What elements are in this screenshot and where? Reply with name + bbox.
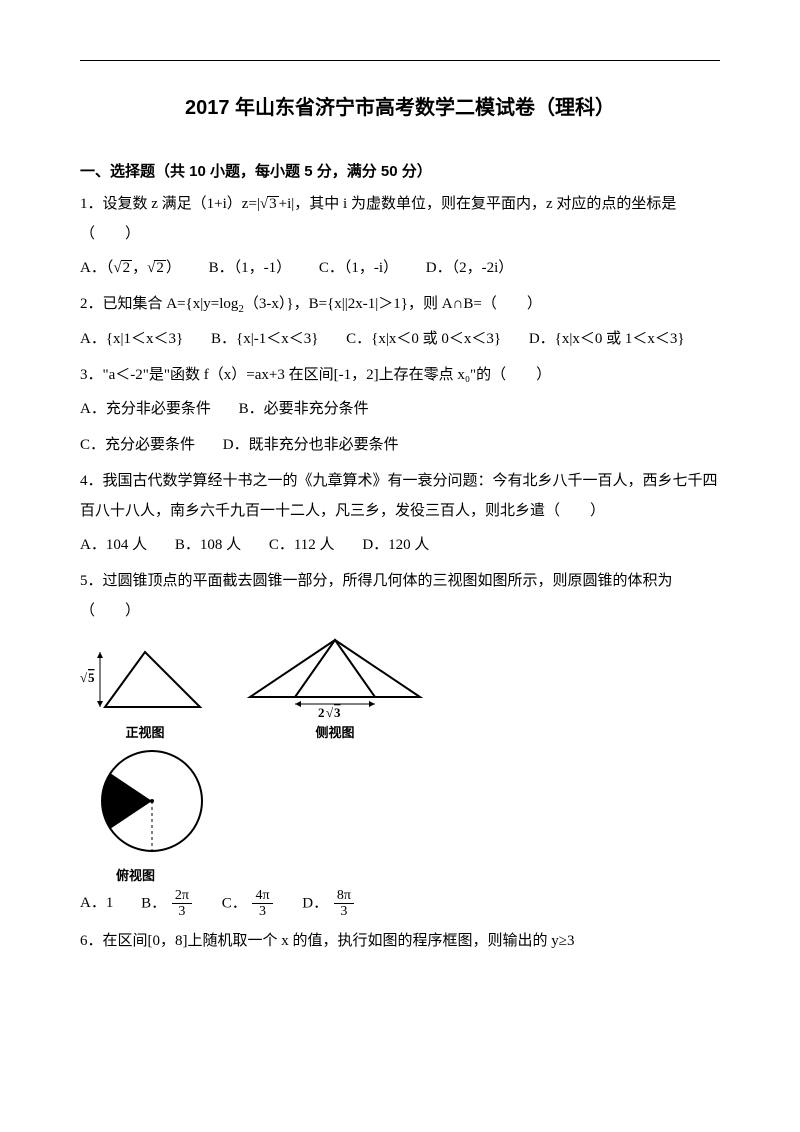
question-1: 1．设复数 z 满足（1+i）z=|3+i|，其中 i 为虚数单位，则在复平面内…	[80, 189, 720, 249]
svg-text:√: √	[80, 670, 88, 685]
q3-opt-a: A．充分非必要条件	[80, 394, 211, 424]
top-view-caption: 俯视图	[80, 865, 720, 884]
q2-stem-b: （3-x）}，B={x||2x-1|＞1}，则 A∩B=（ ）	[244, 296, 542, 312]
q3-opt-d: D．既非充分也非必要条件	[223, 430, 399, 460]
top-view: 俯视图	[80, 743, 720, 884]
fraction-icon: 2π3	[172, 888, 192, 920]
q5-opt-a: A．1	[80, 888, 113, 918]
q3-options-row1: A．充分非必要条件 B．必要非充分条件	[80, 394, 720, 424]
sqrt2-icon: 2	[147, 260, 166, 276]
q5-opt-c: C． 4π3	[222, 888, 275, 920]
side-view-caption: 侧视图	[240, 722, 430, 741]
front-view-caption: 正视图	[80, 722, 210, 741]
top-view-icon	[80, 743, 220, 863]
q1-opt-c: C．（1，-i）	[319, 253, 398, 283]
sqrt3-icon: 3	[260, 196, 279, 212]
q2-opt-d: D．{x|x＜0 或 1＜x＜3}	[529, 324, 685, 354]
section-1-header: 一、选择题（共 10 小题，每小题 5 分，满分 50 分）	[80, 160, 720, 181]
q3-opt-c: C．充分必要条件	[80, 430, 195, 460]
q2-opt-c: C．{x|x＜0 或 0＜x＜3}	[346, 324, 501, 354]
side-view: 2 √3 侧视图	[240, 632, 430, 741]
q2-options: A．{x|1＜x＜3} B．{x|-1＜x＜3} C．{x|x＜0 或 0＜x＜…	[80, 324, 720, 354]
question-6: 6．在区间[0，8]上随机取一个 x 的值，执行如图的程序框图，则输出的 y≥3	[80, 926, 720, 956]
svg-text:3: 3	[334, 705, 341, 720]
q5-opt-b: B． 2π3	[141, 888, 194, 920]
exam-title: 2017 年山东省济宁市高考数学二模试卷（理科）	[80, 91, 720, 120]
side-view-icon: 2 √3	[240, 632, 430, 720]
q4-opt-b: B．108 人	[175, 530, 241, 560]
q2-opt-a: A．{x|1＜x＜3}	[80, 324, 183, 354]
q1-opt-d: D．（2，-2i）	[426, 253, 514, 283]
question-2: 2．已知集合 A={x|y=log2（3-x）}，B={x||2x-1|＞1}，…	[80, 289, 720, 320]
q3-opt-b: B．必要非充分条件	[239, 394, 369, 424]
q2-stem-a: 2．已知集合 A={x|y=log	[80, 296, 238, 312]
q4-opt-d: D．120 人	[362, 530, 429, 560]
fraction-icon: 4π3	[252, 888, 272, 920]
question-5: 5．过圆锥顶点的平面截去圆锥一部分，所得几何体的三视图如图所示，则原圆锥的体积为…	[80, 566, 720, 626]
top-rule	[80, 60, 720, 61]
question-3: 3．"a＜-2"是"函数 f（x）=ax+3 在区间[-1，2]上存在零点 x₀…	[80, 360, 720, 390]
q2-opt-b: B．{x|-1＜x＜3}	[211, 324, 318, 354]
q1-stem-a: 1．设复数 z 满足（1+i）z=|	[80, 196, 260, 212]
q1-opt-a: A．（2，2）	[80, 253, 181, 283]
svg-text:√: √	[326, 705, 334, 720]
svg-text:2: 2	[318, 705, 325, 720]
question-4: 4．我国古代数学算经十书之一的《九章算术》有一衰分问题：今有北乡八千一百人，西乡…	[80, 466, 720, 526]
q4-options: A．104 人 B．108 人 C．112 人 D．120 人	[80, 530, 720, 560]
fraction-icon: 8π3	[334, 888, 354, 920]
three-view-row1: √5 正视图 2 √3 侧视图	[80, 632, 720, 741]
q1-opt-b: B．（1，-1）	[209, 253, 292, 283]
front-view-icon: √5	[80, 642, 210, 720]
svg-text:5: 5	[88, 670, 95, 685]
sqrt2-icon: 2	[113, 260, 132, 276]
q3-options-row2: C．充分必要条件 D．既非充分也非必要条件	[80, 430, 720, 460]
q1-options: A．（2，2） B．（1，-1） C．（1，-i） D．（2，-2i）	[80, 253, 720, 283]
page: 2017 年山东省济宁市高考数学二模试卷（理科） 一、选择题（共 10 小题，每…	[0, 0, 800, 1132]
q4-opt-a: A．104 人	[80, 530, 147, 560]
q4-opt-c: C．112 人	[269, 530, 335, 560]
q5-opt-d: D． 8π3	[302, 888, 356, 920]
front-view: √5 正视图	[80, 642, 210, 741]
q5-options: A．1 B． 2π3 C． 4π3 D． 8π3	[80, 888, 720, 920]
